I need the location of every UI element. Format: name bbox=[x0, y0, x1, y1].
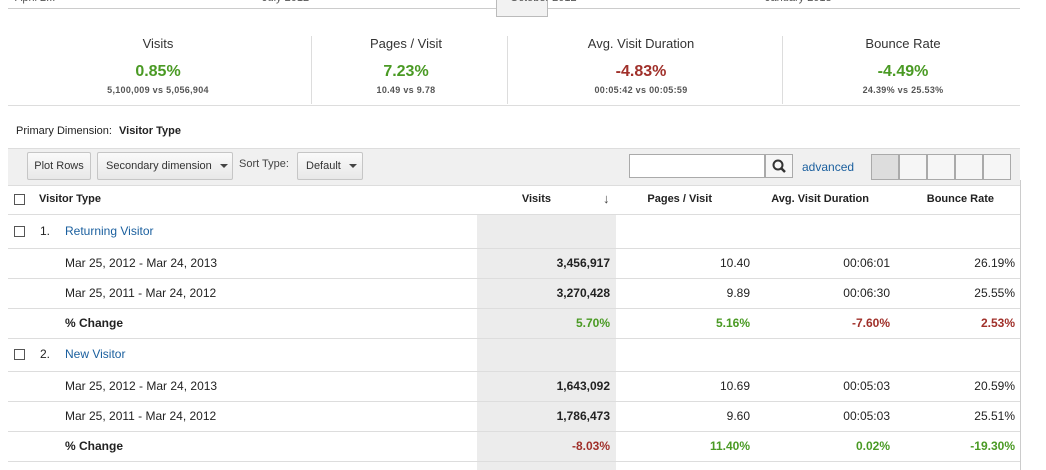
metric-cell: 25.51% bbox=[974, 409, 1015, 423]
summary-divider bbox=[311, 36, 312, 104]
row-checkbox[interactable] bbox=[14, 349, 25, 360]
metric-comparison: 00:05:42 vs 00:05:59 bbox=[594, 85, 688, 95]
collapse-handle[interactable] bbox=[496, 0, 548, 17]
search-icon bbox=[772, 159, 786, 173]
axis-label: October 2012 bbox=[510, 0, 577, 4]
metric-cell: 9.60 bbox=[726, 409, 750, 423]
group-name-link[interactable]: Returning Visitor bbox=[65, 224, 154, 238]
row-label: Mar 25, 2011 - Mar 24, 2012 bbox=[65, 409, 217, 423]
metric-cell: 00:06:30 bbox=[843, 286, 890, 300]
metric-label: Pages / Visit bbox=[369, 36, 443, 51]
metric-label: Bounce Rate bbox=[865, 36, 941, 51]
axis-label: July 2012 bbox=[262, 0, 309, 4]
row-label: Mar 25, 2012 - Mar 24, 2013 bbox=[65, 379, 218, 393]
row-label: % Change bbox=[65, 439, 124, 453]
metric-cell: 10.69 bbox=[719, 379, 750, 393]
group-row bbox=[8, 338, 1020, 372]
view-button[interactable] bbox=[899, 154, 927, 180]
column-header[interactable]: Pages / Visit bbox=[647, 193, 712, 205]
column-header[interactable]: Bounce Rate bbox=[926, 193, 994, 205]
metric-cell: 00:06:01 bbox=[843, 256, 890, 270]
summary-bar bbox=[8, 20, 1020, 106]
metric-change: 0.85% bbox=[135, 63, 181, 80]
view-button[interactable] bbox=[927, 154, 955, 180]
group-row bbox=[8, 215, 1020, 249]
metric-change: -4.49% bbox=[877, 63, 929, 80]
metric-cell: -19.30% bbox=[970, 439, 1015, 453]
axis-label: January 2013 bbox=[765, 0, 832, 4]
advanced-link[interactable]: advanced bbox=[802, 160, 855, 174]
primary-dimension-value[interactable]: Visitor Type bbox=[119, 125, 181, 137]
data-row bbox=[8, 401, 1020, 432]
view-button[interactable] bbox=[983, 154, 1011, 180]
data-row bbox=[8, 248, 1020, 279]
data-row bbox=[8, 371, 1020, 402]
group-name-link[interactable]: New Visitor bbox=[65, 347, 126, 361]
column-header[interactable]: Avg. Visit Duration bbox=[771, 193, 869, 205]
metric-cell: 3,270,428 bbox=[556, 286, 610, 300]
metric-cell: 25.55% bbox=[974, 286, 1015, 300]
metric-cell: 26.19% bbox=[974, 256, 1015, 270]
group-index: 1. bbox=[40, 224, 51, 238]
metric-cell: 1,786,473 bbox=[556, 409, 610, 423]
secondary-dimension-dropdown[interactable]: Secondary dimension bbox=[97, 152, 233, 180]
metric-cell: 3,456,917 bbox=[556, 256, 610, 270]
data-row bbox=[8, 431, 1020, 462]
metric-change: 7.23% bbox=[383, 63, 429, 80]
metric-cell: 00:05:03 bbox=[843, 409, 890, 423]
primary-dimension-label: Primary Dimension: bbox=[16, 125, 112, 137]
row-checkbox[interactable] bbox=[14, 226, 25, 237]
metric-cell: 5.70% bbox=[575, 316, 610, 330]
view-button[interactable] bbox=[871, 154, 899, 180]
sort-dropdown[interactable]: Default bbox=[297, 152, 363, 180]
metric-comparison: 10.49 vs 9.78 bbox=[376, 85, 436, 95]
metric-cell: 20.59% bbox=[974, 379, 1015, 393]
metric-cell: 9.89 bbox=[726, 286, 750, 300]
table-edge bbox=[1020, 180, 1021, 470]
header-checkbox[interactable] bbox=[14, 194, 25, 205]
metric-cell: 10.40 bbox=[719, 256, 750, 270]
metric-cell: -8.03% bbox=[571, 439, 610, 453]
column-header[interactable]: Visitor Type bbox=[39, 193, 101, 205]
search-button[interactable] bbox=[765, 154, 793, 178]
plot-rows-button[interactable]: Plot Rows bbox=[27, 152, 91, 180]
metric-cell: -7.60% bbox=[851, 316, 890, 330]
row-label: % Change bbox=[65, 316, 124, 330]
group-index: 2. bbox=[40, 347, 51, 361]
data-row bbox=[8, 278, 1020, 309]
metric-cell: 2.53% bbox=[980, 316, 1015, 330]
metric-cell: 11.40% bbox=[709, 439, 750, 453]
sort-arrow: ↓ bbox=[603, 191, 610, 206]
summary-divider bbox=[782, 36, 783, 104]
metric-cell: 5.16% bbox=[715, 316, 750, 330]
metric-change: -4.83% bbox=[615, 63, 667, 80]
visits-column-shade bbox=[477, 215, 616, 470]
metric-cell: 0.02% bbox=[855, 439, 890, 453]
view-button[interactable] bbox=[955, 154, 983, 180]
header-row bbox=[8, 185, 1020, 215]
row-label: Mar 25, 2012 - Mar 24, 2013 bbox=[65, 256, 218, 270]
metric-cell: 1,643,092 bbox=[556, 379, 610, 393]
metric-comparison: 5,100,009 vs 5,056,904 bbox=[107, 85, 209, 95]
data-row bbox=[8, 308, 1020, 339]
metric-cell: 00:05:03 bbox=[843, 379, 890, 393]
summary-divider bbox=[507, 36, 508, 104]
search-input[interactable] bbox=[629, 154, 765, 178]
metric-label: Visits bbox=[142, 36, 174, 51]
column-header[interactable]: Visits bbox=[521, 193, 551, 205]
axis-label: April 2... bbox=[15, 0, 55, 4]
metric-comparison: 24.39% vs 25.53% bbox=[862, 85, 944, 95]
sort-type-label: Sort Type: bbox=[239, 158, 289, 170]
row-label: Mar 25, 2011 - Mar 24, 2012 bbox=[65, 286, 217, 300]
metric-label: Avg. Visit Duration bbox=[587, 36, 695, 51]
